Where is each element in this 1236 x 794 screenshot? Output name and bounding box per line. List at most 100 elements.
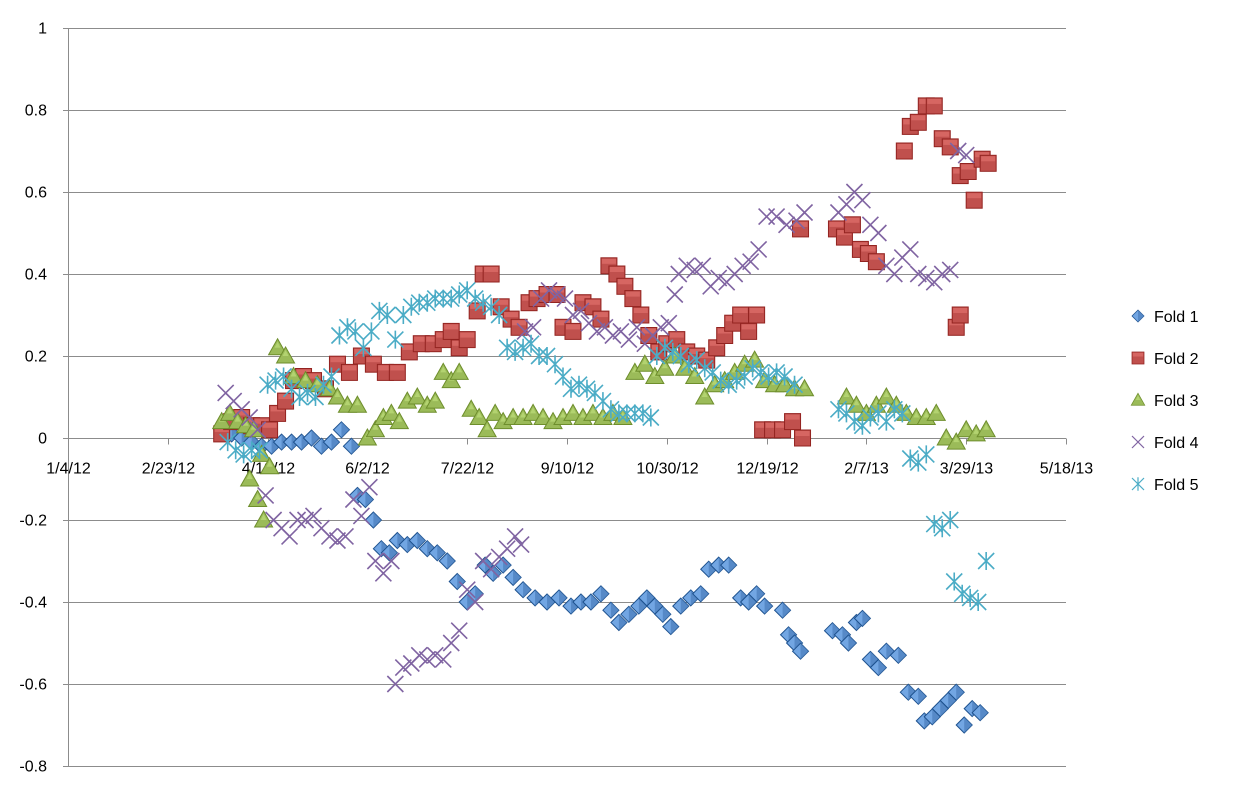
- data-point: [955, 716, 973, 734]
- data-point: [582, 593, 600, 611]
- data-point: [901, 449, 919, 468]
- x-tick-label: 6/2/12: [345, 461, 390, 478]
- legend-item: Fold 4: [1131, 435, 1199, 452]
- data-point: [283, 366, 304, 384]
- y-tick-label: 0: [38, 431, 47, 448]
- data-point: [257, 486, 275, 504]
- data-point: [510, 318, 528, 336]
- data-point: [678, 257, 696, 275]
- data-point: [328, 531, 347, 550]
- data-point: [563, 403, 583, 421]
- x-tick-label: 2/7/13: [844, 461, 889, 478]
- data-point: [275, 345, 296, 364]
- data-point: [971, 703, 989, 722]
- legend-label: Fold 4: [1154, 435, 1199, 452]
- data-point: [853, 609, 872, 628]
- data-point: [885, 400, 903, 419]
- data-point: [461, 399, 482, 417]
- data-point: [742, 253, 760, 271]
- data-point: [434, 650, 452, 668]
- data-point: [366, 552, 384, 570]
- data-point: [466, 593, 484, 611]
- data-point: [482, 560, 500, 578]
- data-point: [624, 290, 642, 308]
- data-point: [347, 395, 368, 413]
- data-point: [768, 363, 786, 382]
- data-point: [410, 646, 428, 664]
- data-point: [957, 146, 975, 164]
- data-point: [338, 318, 357, 337]
- data-point: [969, 593, 987, 611]
- data-point: [620, 331, 638, 349]
- data-point: [951, 306, 969, 324]
- x-tick-label: 5/18/13: [1040, 461, 1093, 478]
- data-point: [917, 445, 935, 464]
- data-point: [773, 601, 792, 619]
- data-point: [402, 297, 420, 316]
- data-point: [458, 581, 476, 599]
- data-point: [583, 403, 603, 421]
- data-point: [618, 404, 636, 423]
- data-point: [378, 306, 396, 324]
- data-point: [853, 191, 871, 209]
- data-point: [394, 659, 412, 677]
- data-point: [564, 322, 582, 340]
- data-point: [320, 527, 339, 545]
- data-point: [267, 371, 285, 390]
- data-point: [546, 355, 564, 374]
- data-point: [235, 445, 253, 464]
- data-point: [438, 552, 456, 570]
- data-point: [469, 407, 490, 425]
- data-point: [442, 322, 460, 340]
- data-point: [354, 338, 372, 357]
- data-point: [380, 544, 399, 562]
- series-3-points: [211, 337, 997, 528]
- data-point: [632, 306, 650, 324]
- data-point: [926, 403, 947, 421]
- data-point: [490, 306, 508, 324]
- data-point: [696, 359, 714, 378]
- data-point: [514, 580, 532, 599]
- data-point: [965, 191, 983, 209]
- data-point: [426, 646, 444, 664]
- data-point: [450, 285, 468, 304]
- data-point: [578, 379, 596, 398]
- data-point: [652, 318, 670, 336]
- data-point: [572, 302, 590, 320]
- data-point: [917, 269, 935, 287]
- data-point: [642, 408, 660, 427]
- data-point: [498, 540, 516, 558]
- data-point: [785, 375, 804, 394]
- data-point: [976, 419, 997, 438]
- data-point: [977, 552, 995, 570]
- data-point: [628, 318, 646, 336]
- data-point: [288, 511, 307, 529]
- data-point: [755, 597, 774, 615]
- data-point: [961, 588, 979, 607]
- data-point: [514, 338, 532, 357]
- data-point: [336, 527, 355, 545]
- y-tick-label: -0.8: [19, 759, 47, 776]
- data-point: [869, 658, 888, 677]
- data-point: [895, 142, 913, 160]
- data-point: [901, 240, 919, 258]
- data-point: [485, 403, 505, 421]
- data-point: [869, 224, 887, 242]
- x-tick-label: 1/4/12: [46, 461, 91, 478]
- legend-label: Fold 1: [1154, 309, 1199, 326]
- data-point: [979, 154, 997, 172]
- legend-marker: [1131, 309, 1145, 323]
- legend-marker: [1130, 392, 1146, 406]
- x-tick-label: 12/19/12: [736, 461, 798, 478]
- data-point: [654, 358, 675, 376]
- data-point: [428, 544, 446, 562]
- data-point: [656, 338, 674, 357]
- data-point: [523, 403, 543, 421]
- x-tick-label: 10/30/12: [636, 461, 698, 478]
- data-point: [740, 322, 758, 340]
- data-point: [524, 318, 542, 336]
- data-point: [530, 347, 548, 365]
- legend-marker: [1131, 435, 1145, 449]
- legend-marker: [1131, 351, 1145, 365]
- data-point: [352, 507, 370, 525]
